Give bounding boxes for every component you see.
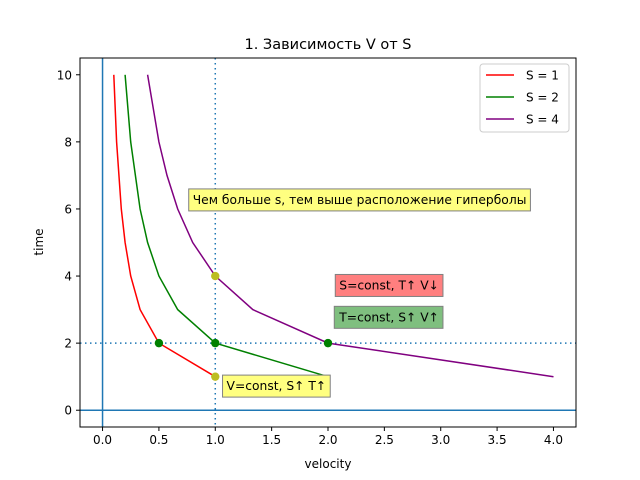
series-line-3 xyxy=(146,74,554,378)
markers xyxy=(154,271,333,381)
plot-area: Чем больше s, тем выше расположение гипе… xyxy=(79,57,577,428)
y-axis-ticks: 0 2 4 6 8 10 xyxy=(57,68,80,418)
x-tick-label: 2.0 xyxy=(318,433,337,447)
annotation-text: S=const, T↑ V↓ xyxy=(339,278,439,292)
y-axis-label: time xyxy=(32,228,46,255)
y-tick-label: 8 xyxy=(64,135,72,149)
legend-box xyxy=(479,63,570,133)
legend: S = 1 S = 2 S = 4 xyxy=(479,63,570,133)
annotation-background xyxy=(222,374,331,398)
annotation-box: Чем больше s, тем выше расположение гипе… xyxy=(188,188,531,212)
y-tick-label: 10 xyxy=(57,68,72,82)
series-line-2 xyxy=(124,74,329,378)
y-tick-label: 2 xyxy=(64,337,72,351)
y-tick-label: 6 xyxy=(64,202,72,216)
series-lines xyxy=(113,74,554,378)
annotation-box: S=const, T↑ V↓ xyxy=(334,273,444,297)
x-tick-label: 3.5 xyxy=(488,433,507,447)
x-tick-label: 1.5 xyxy=(262,433,281,447)
point-marker xyxy=(211,271,220,281)
x-axis-ticks: 0.0 0.5 1.0 1.5 2.0 2.5 3.0 3.5 4.0 xyxy=(93,427,563,447)
annotation-box: T=const, S↑ V↑ xyxy=(333,305,444,329)
annotations: Чем больше s, тем выше расположение гипе… xyxy=(188,188,531,398)
reference-lines xyxy=(80,58,576,427)
legend-label: S = 2 xyxy=(526,91,559,105)
point-marker xyxy=(211,372,220,381)
y-tick-label: 0 xyxy=(64,404,72,418)
annotation-background xyxy=(188,188,531,212)
x-tick-label: 0.0 xyxy=(93,433,112,447)
x-tick-label: 3.0 xyxy=(431,433,450,447)
annotation-box: V=const, S↑ T↑ xyxy=(222,374,331,398)
point-marker xyxy=(211,338,220,348)
x-tick-label: 2.5 xyxy=(375,433,394,447)
chart-title: 1. Зависимость V от S xyxy=(244,37,411,53)
annotation-text: Чем больше s, тем выше расположение гипе… xyxy=(193,193,527,207)
point-marker xyxy=(154,338,164,348)
annotation-background xyxy=(333,305,444,329)
annotation-background xyxy=(334,273,444,297)
annotation-text: T=const, S↑ V↑ xyxy=(338,310,439,324)
x-axis-label: velocity xyxy=(305,457,352,471)
series-line-1 xyxy=(113,74,216,378)
annotation-text: V=const, S↑ T↑ xyxy=(227,379,327,393)
x-tick-label: 4.0 xyxy=(544,433,563,447)
x-tick-label: 1.0 xyxy=(206,433,225,447)
legend-label: S = 4 xyxy=(526,113,559,127)
x-tick-label: 0.5 xyxy=(149,433,168,447)
legend-label: S = 1 xyxy=(526,69,559,83)
y-tick-label: 4 xyxy=(64,270,72,284)
point-marker xyxy=(323,338,333,348)
